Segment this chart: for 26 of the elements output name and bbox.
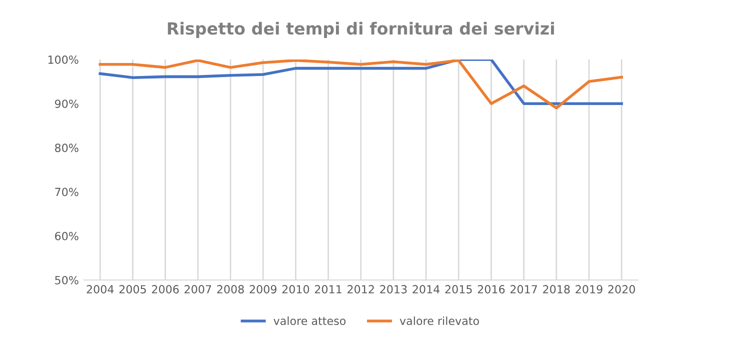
x-tick-label: 2007 [184,285,212,294]
x-tick-label: 2013 [380,285,407,294]
x-tick-label: 2017 [510,285,537,294]
x-tick-label: 2004 [86,285,114,294]
y-tick-label: 80% [55,144,78,152]
x-tick-label: 2014 [412,285,440,294]
x-tick-label: 2005 [119,285,146,294]
y-tick-label: 70% [55,188,78,196]
x-tick-label: 2020 [608,285,635,294]
y-tick-label: 50% [55,276,78,284]
y-tick-label: 90% [54,100,78,108]
x-tick-label: 2006 [152,285,179,294]
y-tick-label: 60% [55,232,78,240]
x-tick-label: 2018 [543,285,570,294]
x-tick-label: 2012 [348,285,374,294]
x-tick-label: 2010 [282,285,310,294]
y-tick-label: 100% [48,55,78,64]
legend-label: valore atteso [274,316,346,326]
x-tick-label: 2009 [250,285,276,294]
x-tick-label: 2011 [314,285,342,294]
chart-title: Rispetto dei tempi di fornitura dei servizi [168,22,554,38]
legend-label: valore rilevato [400,316,479,326]
x-tick-label: 2015 [445,285,472,294]
x-tick-label: 2008 [217,285,244,294]
x-tick-label: 2019 [576,285,602,294]
x-tick-label: 2016 [478,285,505,294]
